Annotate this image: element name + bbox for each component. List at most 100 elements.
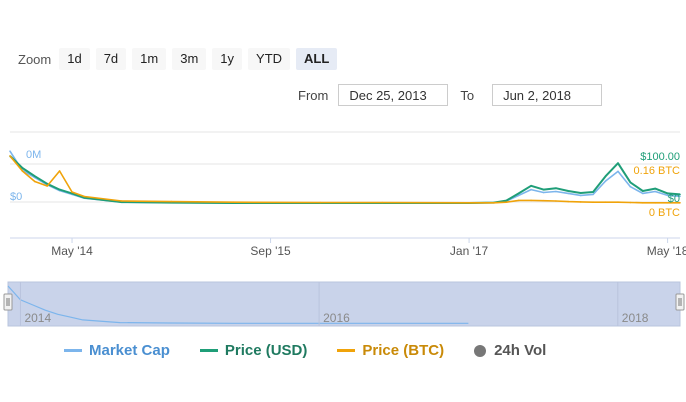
- zoom-label: Zoom: [18, 51, 52, 67]
- navigator-year-label: 2018: [622, 311, 649, 325]
- data-point: [629, 201, 632, 204]
- legend-label: Price (BTC): [362, 342, 445, 359]
- data-point: [468, 202, 470, 204]
- from-date-input[interactable]: Dec 25, 2013: [338, 84, 449, 106]
- zoom-3m-button[interactable]: 3m: [172, 48, 207, 70]
- data-point: [71, 191, 73, 193]
- data-point: [629, 181, 632, 184]
- right-axis-btc-label: 0 BTC: [649, 207, 680, 219]
- data-point: [530, 188, 532, 191]
- main-chart[interactable]: May '14 Sep '15 Jan '17 May '18 0M $0 $100.00 $…: [0, 120, 686, 260]
- data-point: [517, 194, 520, 197]
- data-point: [579, 194, 582, 197]
- navigator-right-handle[interactable]: [675, 293, 685, 311]
- left-axis-label: $0: [10, 191, 22, 203]
- data-point: [232, 201, 235, 203]
- legend: Market Cap Price (USD) Price (BTC) 24h V…: [64, 342, 576, 359]
- right-axis-usd-label: $100.00: [640, 151, 680, 163]
- right-axis-usd-label: $0: [668, 193, 680, 205]
- data-point: [642, 192, 644, 195]
- data-point: [319, 201, 322, 204]
- zoom-1m-button[interactable]: 1m: [132, 48, 167, 70]
- to-label: To: [460, 87, 475, 103]
- data-point: [58, 188, 61, 191]
- to-date-input[interactable]: Jun 2, 2018: [492, 84, 603, 106]
- data-point: [567, 192, 570, 195]
- data-point: [542, 191, 545, 194]
- x-tick-label: May '18: [647, 244, 686, 258]
- data-point: [567, 200, 570, 203]
- data-point: [83, 197, 86, 199]
- zoom-ytd-button[interactable]: YTD: [248, 48, 291, 70]
- date-range: From Dec 25, 2013 To Jun 2, 2018: [298, 84, 603, 106]
- data-point: [83, 195, 86, 198]
- left-axis-label: 0M: [26, 149, 41, 161]
- legend-label: Market Cap: [89, 342, 170, 359]
- navigator-selection: [7, 281, 681, 327]
- data-point: [604, 180, 607, 182]
- right-axis-btc-label: 0.16 BTC: [634, 165, 681, 177]
- data-point: [555, 200, 557, 202]
- data-point: [579, 192, 582, 194]
- data-point: [654, 202, 656, 204]
- data-point: [617, 162, 619, 164]
- data-point: [604, 175, 607, 177]
- data-point: [666, 192, 669, 195]
- legend-item-24h-vol[interactable]: 24h Vol: [474, 342, 546, 359]
- navigator-left-handle[interactable]: [3, 293, 13, 311]
- data-point: [170, 200, 173, 203]
- data-point: [555, 187, 557, 189]
- data-point: [58, 170, 61, 172]
- data-point: [493, 202, 495, 204]
- zoom-bar: Zoom 1d 7d 1m 3m 1y YTD ALL: [18, 46, 343, 72]
- x-tick-label: Sep '15: [250, 244, 291, 258]
- navigator-chart[interactable]: 2014 2016 2018: [0, 280, 686, 332]
- data-point: [71, 192, 73, 195]
- data-point: [654, 190, 656, 193]
- data-point: [542, 199, 545, 202]
- data-point: [46, 185, 48, 187]
- zoom-1y-button[interactable]: 1y: [212, 48, 243, 70]
- data-point: [579, 201, 582, 203]
- zoom-all-button[interactable]: ALL: [296, 48, 338, 70]
- legend-label: Price (USD): [224, 342, 308, 359]
- data-point: [517, 199, 520, 202]
- data-point: [21, 170, 24, 172]
- price-usd-swatch: [199, 349, 218, 352]
- data-point: [46, 183, 48, 185]
- data-point: [642, 190, 644, 192]
- data-point: [617, 201, 619, 203]
- data-point: [592, 201, 594, 203]
- data-point: [34, 175, 36, 177]
- data-point: [517, 192, 520, 195]
- navigator-year-label: 2014: [24, 311, 51, 325]
- legend-item-price-btc[interactable]: Price (BTC): [337, 342, 444, 359]
- data-point: [9, 150, 11, 152]
- data-point: [592, 191, 594, 193]
- data-point: [629, 185, 632, 188]
- data-point: [9, 155, 11, 157]
- from-label: From: [298, 87, 329, 103]
- navigator-year-label: 2016: [323, 311, 350, 325]
- data-point: [530, 199, 532, 202]
- legend-item-market-cap[interactable]: Market Cap: [64, 342, 170, 359]
- price-btc-swatch: [337, 349, 356, 352]
- data-point: [679, 193, 681, 196]
- data-point: [567, 190, 570, 192]
- market-cap-line: [9, 150, 681, 204]
- x-tick-label: Jan '17: [450, 244, 489, 258]
- zoom-1d-button[interactable]: 1d: [59, 48, 90, 70]
- data-point: [381, 201, 384, 204]
- zoom-7d-button[interactable]: 7d: [95, 48, 127, 70]
- data-point: [666, 202, 669, 204]
- data-point: [666, 194, 669, 197]
- data-point: [592, 193, 594, 196]
- data-point: [604, 201, 607, 203]
- data-point: [555, 190, 557, 193]
- x-tick-label: May '14: [51, 244, 93, 258]
- legend-label: 24h Vol: [494, 342, 547, 359]
- data-point: [34, 180, 36, 183]
- legend-item-price-usd[interactable]: Price (USD): [199, 342, 308, 359]
- data-point: [505, 199, 508, 202]
- data-point: [120, 200, 123, 202]
